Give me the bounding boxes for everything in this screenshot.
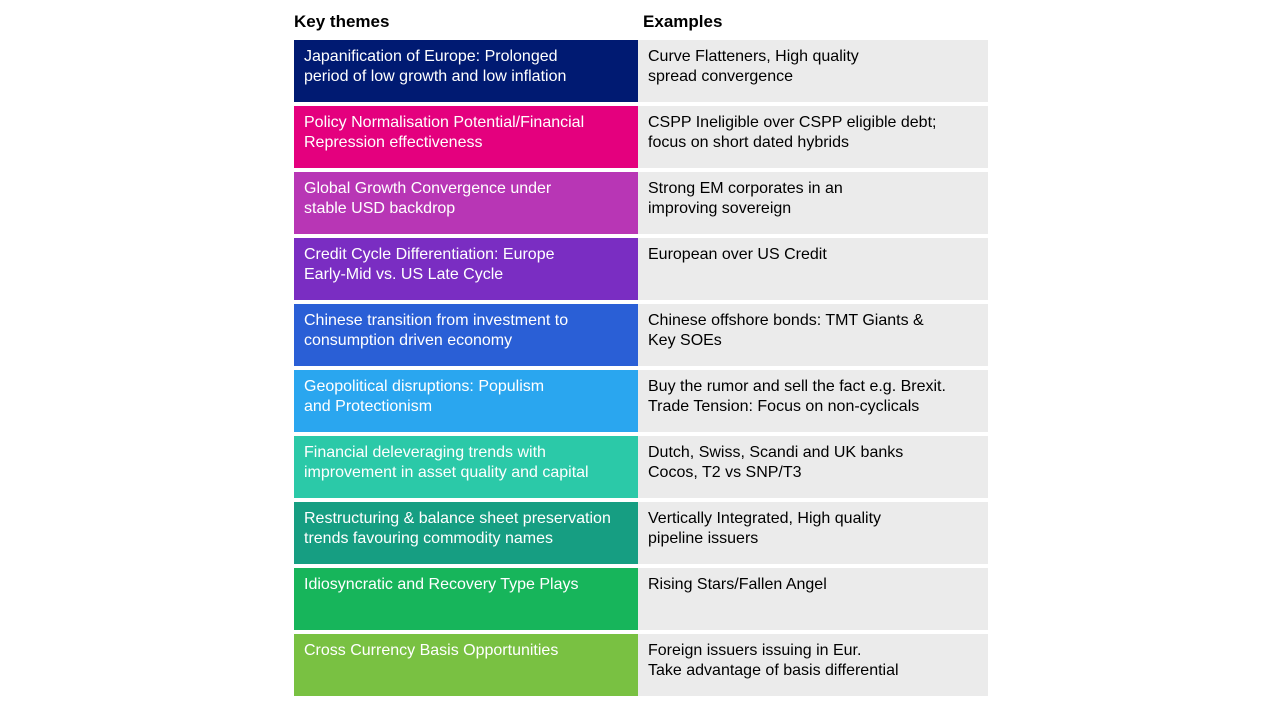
table-row: Credit Cycle Differentiation: EuropeEarl… (294, 238, 988, 300)
theme-line1: Japanification of Europe: Prolonged (304, 47, 628, 67)
example-line1: Vertically Integrated, High quality (648, 509, 978, 529)
example-line1: Dutch, Swiss, Scandi and UK banks (648, 443, 978, 463)
theme-line2: and Protectionism (304, 397, 628, 417)
example-line1: Rising Stars/Fallen Angel (648, 575, 978, 595)
theme-line1: Restructuring & balance sheet preservati… (304, 509, 628, 529)
theme-line1: Policy Normalisation Potential/Financial (304, 113, 628, 133)
header-key-themes: Key themes (294, 8, 633, 40)
example-cell: Foreign issuers issuing in Eur.Take adva… (638, 634, 988, 696)
example-line1: Curve Flatteners, High quality (648, 47, 978, 67)
example-cell: Curve Flatteners, High qualityspread con… (638, 40, 988, 102)
example-line2: improving sovereign (648, 199, 978, 219)
example-cell: Vertically Integrated, High qualitypipel… (638, 502, 988, 564)
theme-line2: consumption driven economy (304, 331, 628, 351)
theme-line1: Credit Cycle Differentiation: Europe (304, 245, 628, 265)
themes-table: Key themes Examples Japanification of Eu… (294, 0, 988, 696)
example-line1: Foreign issuers issuing in Eur. (648, 641, 978, 661)
table-row: Financial deleveraging trends withimprov… (294, 436, 988, 498)
example-line2: Take advantage of basis differential (648, 661, 978, 681)
table-row: Cross Currency Basis Opportunities Foreig… (294, 634, 988, 696)
theme-cell: Global Growth Convergence understable US… (294, 172, 638, 234)
theme-line1: Geopolitical disruptions: Populism (304, 377, 628, 397)
example-line2: focus on short dated hybrids (648, 133, 978, 153)
example-line1: Chinese offshore bonds: TMT Giants & (648, 311, 978, 331)
table-row: Geopolitical disruptions: Populismand Pr… (294, 370, 988, 432)
theme-line2: stable USD backdrop (304, 199, 628, 219)
example-cell: Dutch, Swiss, Scandi and UK banksCocos, … (638, 436, 988, 498)
table-row: Idiosyncratic and Recovery Type Plays Ris… (294, 568, 988, 630)
theme-line2: improvement in asset quality and capital (304, 463, 628, 483)
example-line2: Cocos, T2 vs SNP/T3 (648, 463, 978, 483)
theme-cell: Geopolitical disruptions: Populismand Pr… (294, 370, 638, 432)
example-line2: Trade Tension: Focus on non-cyclicals (648, 397, 978, 417)
table-row: Chinese transition from investment tocon… (294, 304, 988, 366)
theme-cell: Cross Currency Basis Opportunities (294, 634, 638, 696)
example-cell: Strong EM corporates in animproving sove… (638, 172, 988, 234)
theme-line2: Early-Mid vs. US Late Cycle (304, 265, 628, 285)
example-line2: Key SOEs (648, 331, 978, 351)
theme-line1: Global Growth Convergence under (304, 179, 628, 199)
example-line1: Strong EM corporates in an (648, 179, 978, 199)
table-row: Global Growth Convergence understable US… (294, 172, 988, 234)
theme-line2: trends favouring commodity names (304, 529, 628, 549)
theme-cell: Japanification of Europe: Prolongedperio… (294, 40, 638, 102)
example-cell: CSPP Ineligible over CSPP eligible debt;… (638, 106, 988, 168)
theme-line1: Cross Currency Basis Opportunities (304, 641, 628, 661)
theme-line2: period of low growth and low inflation (304, 67, 628, 87)
theme-line2: Repression effectiveness (304, 133, 628, 153)
theme-cell: Restructuring & balance sheet preservati… (294, 502, 638, 564)
table-header-row: Key themes Examples (294, 8, 988, 40)
example-line2: pipeline issuers (648, 529, 978, 549)
example-cell: European over US Credit (638, 238, 988, 300)
theme-cell: Policy Normalisation Potential/Financial… (294, 106, 638, 168)
theme-line1: Financial deleveraging trends with (304, 443, 628, 463)
example-cell: Buy the rumor and sell the fact e.g. Bre… (638, 370, 988, 432)
theme-line1: Chinese transition from investment to (304, 311, 628, 331)
example-line1: Buy the rumor and sell the fact e.g. Bre… (648, 377, 978, 397)
table-body: Japanification of Europe: Prolongedperio… (294, 40, 988, 696)
example-line1: CSPP Ineligible over CSPP eligible debt; (648, 113, 978, 133)
header-examples: Examples (633, 8, 988, 40)
theme-cell: Idiosyncratic and Recovery Type Plays (294, 568, 638, 630)
example-line2: spread convergence (648, 67, 978, 87)
table-row: Restructuring & balance sheet preservati… (294, 502, 988, 564)
example-cell: Chinese offshore bonds: TMT Giants &Key … (638, 304, 988, 366)
table-row: Policy Normalisation Potential/Financial… (294, 106, 988, 168)
theme-line1: Idiosyncratic and Recovery Type Plays (304, 575, 628, 595)
theme-cell: Credit Cycle Differentiation: EuropeEarl… (294, 238, 638, 300)
example-cell: Rising Stars/Fallen Angel (638, 568, 988, 630)
theme-cell: Financial deleveraging trends withimprov… (294, 436, 638, 498)
example-line1: European over US Credit (648, 245, 978, 265)
table-row: Japanification of Europe: Prolongedperio… (294, 40, 988, 102)
theme-cell: Chinese transition from investment tocon… (294, 304, 638, 366)
